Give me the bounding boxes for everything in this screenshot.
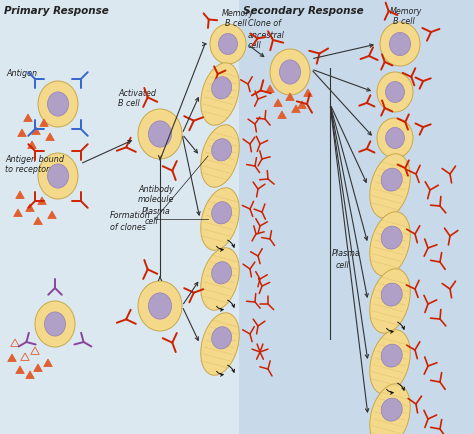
Text: Secondary Response: Secondary Response [243, 6, 364, 16]
Ellipse shape [148, 121, 172, 147]
Polygon shape [28, 141, 36, 148]
Ellipse shape [370, 269, 410, 333]
Ellipse shape [201, 313, 239, 375]
Text: Memory: Memory [390, 7, 422, 16]
Text: of clones: of clones [110, 223, 146, 231]
Ellipse shape [212, 77, 232, 99]
Ellipse shape [38, 81, 78, 127]
Ellipse shape [377, 118, 413, 158]
Polygon shape [32, 127, 40, 135]
Polygon shape [18, 129, 26, 137]
Polygon shape [16, 366, 24, 374]
Polygon shape [278, 111, 286, 118]
Ellipse shape [390, 33, 410, 56]
Ellipse shape [138, 281, 182, 331]
Text: B cell: B cell [118, 99, 140, 108]
Ellipse shape [212, 327, 232, 349]
Ellipse shape [201, 125, 239, 187]
Text: Plasma: Plasma [142, 207, 171, 217]
Ellipse shape [381, 283, 402, 306]
Ellipse shape [148, 293, 172, 319]
Ellipse shape [370, 212, 410, 276]
Ellipse shape [370, 384, 410, 434]
Polygon shape [48, 211, 56, 218]
Polygon shape [16, 191, 24, 198]
Polygon shape [292, 105, 300, 112]
Text: B cell: B cell [225, 20, 247, 29]
Polygon shape [26, 371, 34, 378]
Ellipse shape [377, 72, 413, 112]
Ellipse shape [270, 49, 310, 95]
Polygon shape [40, 119, 48, 126]
Text: Antigen: Antigen [6, 69, 37, 79]
Text: Primary Response: Primary Response [4, 6, 109, 16]
Ellipse shape [381, 398, 402, 421]
Ellipse shape [201, 248, 239, 310]
Polygon shape [24, 114, 32, 122]
Text: cell: cell [248, 42, 262, 50]
Ellipse shape [381, 226, 402, 249]
Ellipse shape [47, 92, 69, 116]
Polygon shape [266, 85, 274, 92]
Polygon shape [46, 133, 54, 141]
Text: Antigen bound: Antigen bound [5, 155, 64, 164]
Ellipse shape [381, 344, 402, 367]
Polygon shape [34, 217, 42, 224]
Ellipse shape [212, 262, 232, 284]
Text: to receptor: to receptor [5, 165, 49, 174]
Polygon shape [274, 99, 282, 106]
Text: Activated: Activated [118, 89, 156, 99]
Ellipse shape [385, 128, 404, 148]
Ellipse shape [381, 168, 402, 191]
Text: molecule: molecule [138, 194, 174, 204]
Text: Plasma: Plasma [332, 250, 361, 259]
Text: cell: cell [336, 260, 350, 270]
Text: B cell: B cell [393, 16, 415, 26]
Ellipse shape [201, 188, 239, 250]
Ellipse shape [385, 82, 404, 102]
Ellipse shape [35, 301, 75, 347]
Bar [239, 0, 474, 434]
Text: Clone of: Clone of [248, 20, 281, 29]
Ellipse shape [219, 33, 237, 55]
Text: ancestral: ancestral [248, 30, 285, 39]
Ellipse shape [370, 330, 410, 394]
Polygon shape [8, 354, 16, 362]
Ellipse shape [280, 60, 301, 84]
Ellipse shape [38, 153, 78, 199]
Ellipse shape [380, 22, 420, 66]
Text: Memory: Memory [222, 10, 255, 19]
Ellipse shape [210, 24, 246, 64]
Polygon shape [44, 359, 52, 366]
Polygon shape [286, 93, 294, 101]
Polygon shape [304, 89, 312, 96]
Polygon shape [38, 197, 46, 204]
Ellipse shape [201, 63, 239, 125]
Ellipse shape [45, 312, 65, 336]
Ellipse shape [370, 154, 410, 218]
Text: Formation: Formation [110, 211, 151, 220]
Ellipse shape [212, 202, 232, 224]
Polygon shape [26, 204, 34, 211]
Text: Antibody: Antibody [138, 184, 174, 194]
Ellipse shape [47, 164, 69, 188]
Ellipse shape [212, 139, 232, 161]
Ellipse shape [138, 109, 182, 159]
Polygon shape [298, 101, 306, 108]
Bar [0, 0, 239, 434]
Text: cell: cell [145, 217, 159, 227]
Polygon shape [14, 209, 22, 217]
Polygon shape [34, 364, 42, 372]
